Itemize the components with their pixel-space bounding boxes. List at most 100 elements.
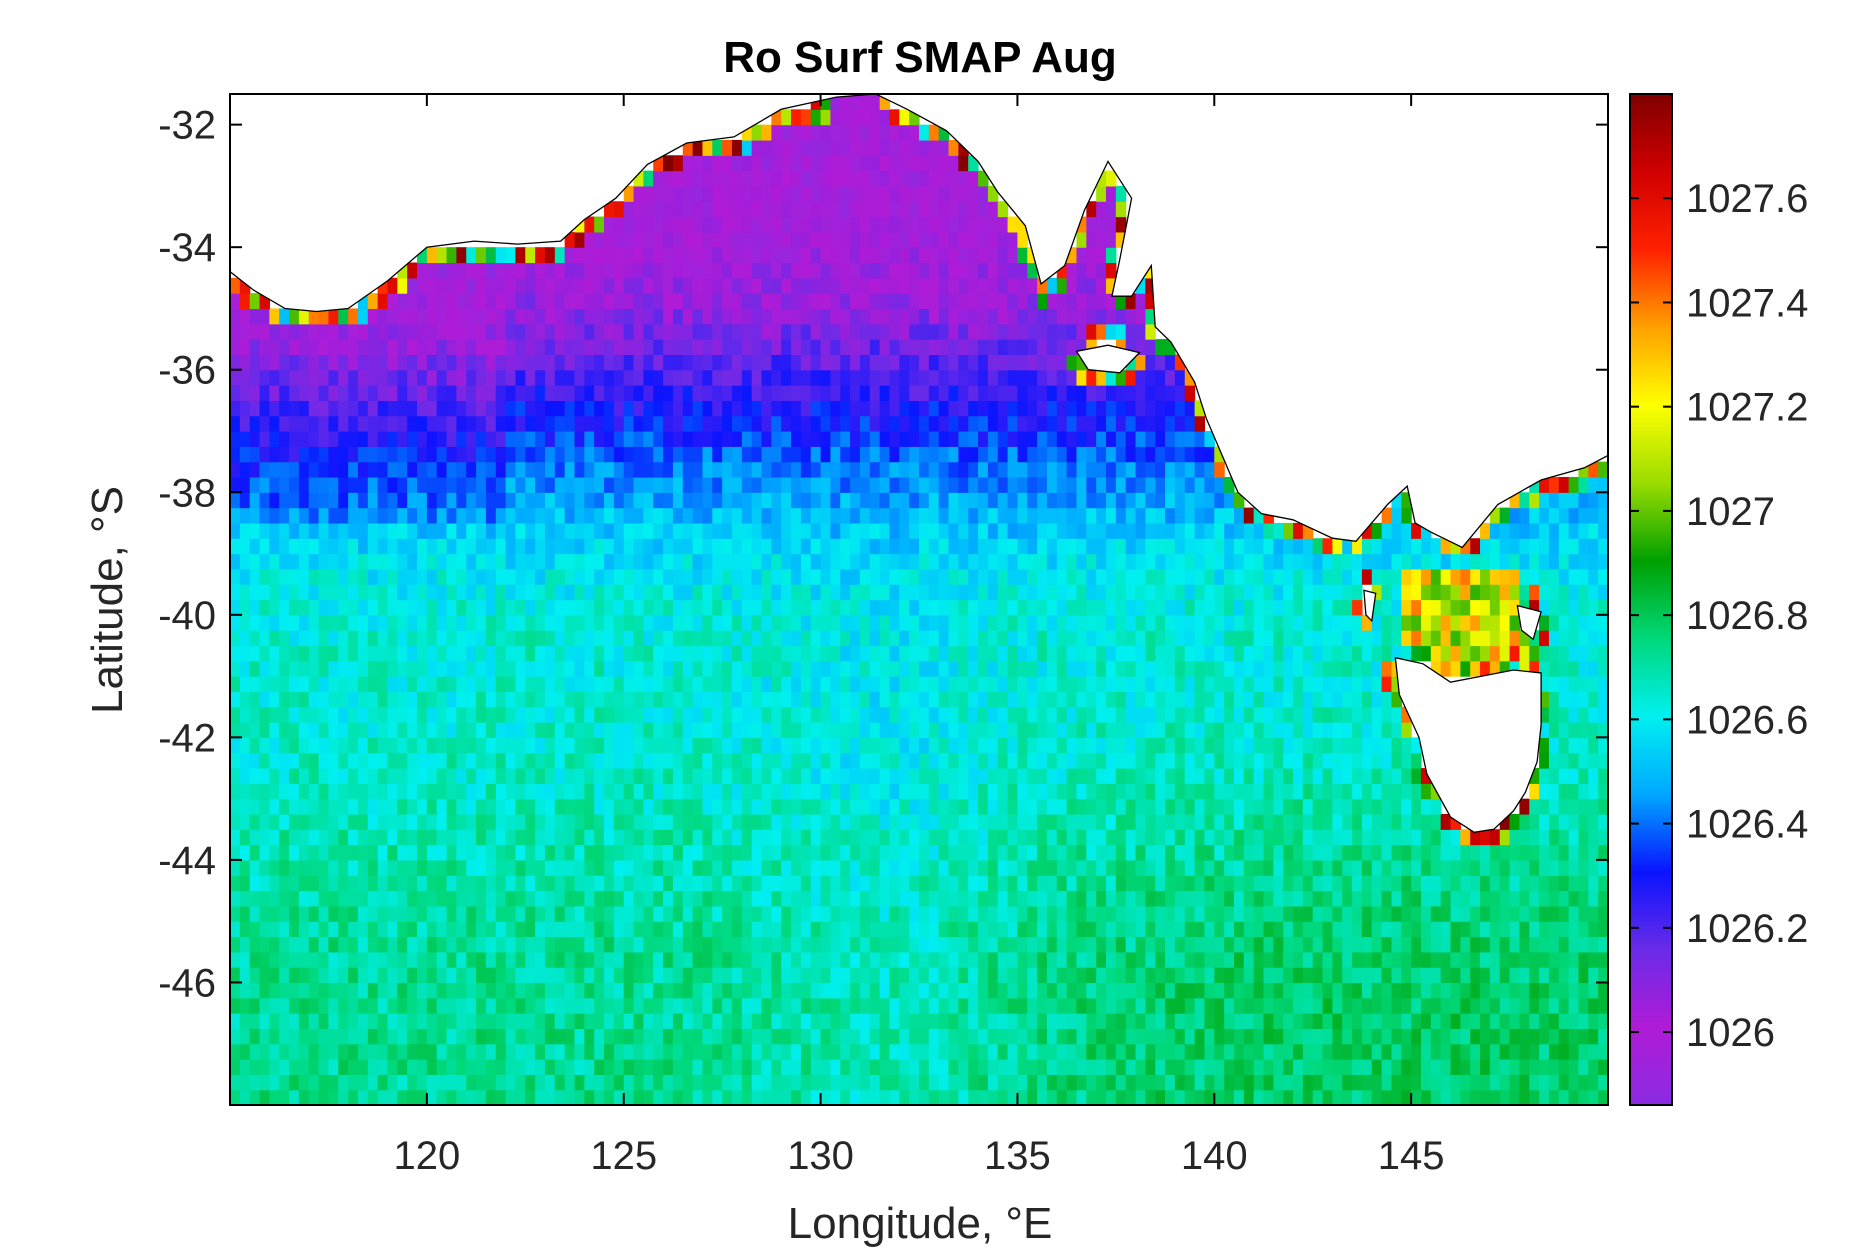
- heatmap-cell: [1283, 905, 1294, 922]
- heatmap-cell: [289, 691, 300, 708]
- heatmap-cell: [1539, 859, 1550, 876]
- heatmap-cell: [249, 890, 261, 907]
- heatmap-cell: [1194, 645, 1206, 662]
- heatmap-cell: [249, 859, 261, 876]
- heatmap-cell: [1204, 706, 1215, 723]
- heatmap-cell: [810, 768, 822, 784]
- heatmap-cell: [1430, 1028, 1442, 1045]
- heatmap-cell: [1460, 967, 1471, 984]
- heatmap-cell: [1115, 783, 1127, 800]
- heatmap-cell: [535, 538, 546, 555]
- heatmap-cell: [1509, 844, 1521, 861]
- heatmap-cell: [338, 921, 349, 938]
- heatmap-cell: [653, 676, 664, 693]
- heatmap-cell: [594, 584, 605, 601]
- heatmap-cell: [1480, 859, 1491, 876]
- heatmap-cell: [1568, 1089, 1580, 1105]
- heatmap-cell: [899, 1059, 910, 1075]
- heatmap-cell: [1588, 783, 1599, 800]
- heatmap-cell: [692, 890, 704, 907]
- heatmap-cell: [830, 737, 841, 754]
- heatmap-cell: [367, 1059, 379, 1075]
- heatmap-cell: [476, 645, 487, 662]
- heatmap-cell: [1017, 614, 1028, 631]
- heatmap-cell: [761, 568, 772, 585]
- heatmap-cell: [731, 630, 743, 647]
- heatmap-cell: [909, 1074, 920, 1091]
- heatmap-cell: [1046, 859, 1058, 876]
- heatmap-cell: [407, 875, 418, 892]
- heatmap-cell: [604, 722, 615, 738]
- heatmap-cell: [456, 829, 467, 846]
- heatmap-cell: [1007, 951, 1019, 968]
- heatmap-cell: [1283, 844, 1294, 861]
- heatmap-cell: [426, 614, 438, 631]
- heatmap-cell: [308, 614, 320, 631]
- heatmap-cell: [574, 676, 585, 693]
- heatmap-cell: [1450, 997, 1461, 1014]
- heatmap-cell: [663, 1074, 674, 1091]
- heatmap-cell: [1027, 1074, 1038, 1091]
- heatmap-cell: [318, 737, 330, 754]
- heatmap-cell: [682, 737, 694, 754]
- heatmap-cell: [298, 890, 310, 907]
- heatmap-cell: [1450, 859, 1461, 876]
- heatmap-cell: [1017, 706, 1028, 723]
- heatmap-cell: [397, 599, 408, 616]
- heatmap-cell: [859, 1074, 871, 1091]
- heatmap-cell: [1312, 921, 1324, 938]
- heatmap-cell: [1027, 967, 1038, 984]
- heatmap-cell: [1489, 829, 1501, 846]
- heatmap-cell: [1194, 676, 1206, 693]
- heatmap-cell: [1322, 1074, 1333, 1091]
- heatmap-cell: [348, 706, 359, 723]
- heatmap-cell: [997, 752, 1009, 769]
- heatmap-cell: [653, 768, 664, 784]
- heatmap-cells: [230, 94, 1608, 1105]
- heatmap-cell: [239, 1089, 251, 1105]
- heatmap-cell: [1273, 1074, 1284, 1091]
- heatmap-cell: [791, 1074, 802, 1091]
- heatmap-cell: [289, 844, 300, 861]
- heatmap-cell: [1401, 844, 1412, 861]
- heatmap-cell: [879, 1089, 891, 1105]
- heatmap-cell: [338, 967, 349, 984]
- heatmap-cell: [1214, 645, 1225, 662]
- heatmap-cell: [1214, 859, 1225, 876]
- heatmap-cell: [1558, 568, 1570, 585]
- heatmap-cell: [1046, 875, 1058, 892]
- heatmap-cell: [417, 538, 428, 555]
- heatmap-cell: [1460, 829, 1471, 846]
- heatmap-cell: [1125, 737, 1137, 754]
- heatmap-cell: [692, 921, 704, 938]
- heatmap-cell: [909, 936, 920, 953]
- heatmap-cell: [367, 905, 379, 922]
- heatmap-cell: [1165, 798, 1176, 815]
- heatmap-cell: [1194, 722, 1206, 738]
- heatmap-cell: [1115, 737, 1127, 754]
- heatmap-cell: [997, 553, 1009, 570]
- heatmap-cell: [269, 722, 280, 738]
- heatmap-cell: [230, 921, 241, 938]
- heatmap-cell: [909, 859, 920, 876]
- heatmap-cell: [604, 1028, 615, 1045]
- heatmap-cell: [751, 982, 763, 999]
- heatmap-cell: [338, 660, 349, 677]
- heatmap-cell: [781, 630, 792, 647]
- heatmap-cell: [269, 921, 280, 938]
- heatmap-cell: [230, 844, 241, 861]
- heatmap-cell: [938, 783, 950, 800]
- heatmap-cell: [879, 691, 891, 708]
- heatmap-cell: [564, 752, 576, 769]
- heatmap-cell: [495, 997, 507, 1014]
- heatmap-cell: [1411, 768, 1422, 784]
- heatmap-cell: [1430, 813, 1442, 830]
- heatmap-cell: [1125, 614, 1137, 631]
- heatmap-cell: [1204, 1059, 1215, 1075]
- heatmap-cell: [495, 982, 507, 999]
- heatmap-cell: [1568, 997, 1580, 1014]
- heatmap-cell: [761, 1074, 772, 1091]
- heatmap-cell: [1568, 722, 1580, 738]
- heatmap-cell: [1460, 859, 1471, 876]
- heatmap-cell: [968, 553, 979, 570]
